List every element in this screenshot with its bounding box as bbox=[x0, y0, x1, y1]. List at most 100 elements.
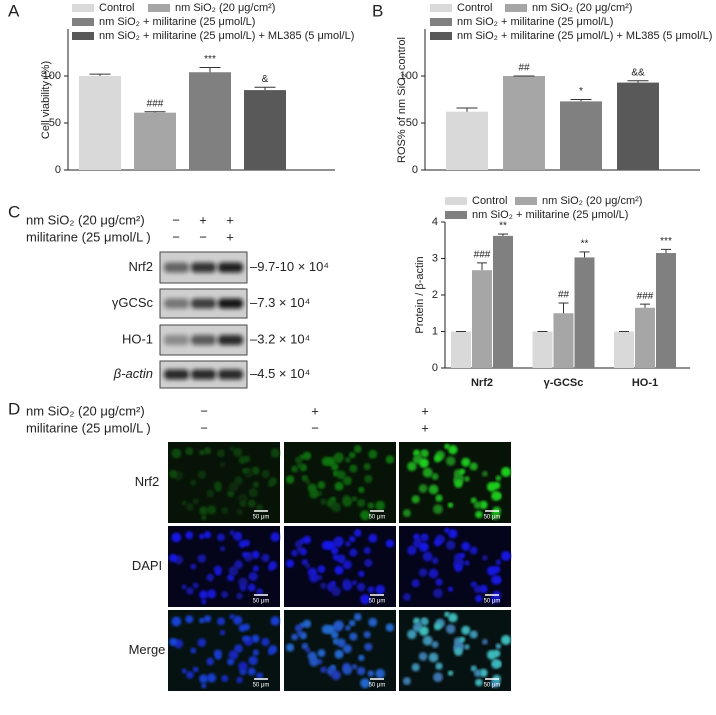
nucleus bbox=[475, 678, 483, 687]
nucleus bbox=[171, 616, 182, 627]
bar bbox=[614, 331, 634, 368]
nucleus bbox=[435, 494, 443, 502]
band bbox=[164, 369, 189, 380]
band-size: –3.2 × 10⁴ bbox=[250, 331, 310, 346]
legend-label: nm SiO₂ (20 μg/cm²) bbox=[542, 195, 642, 207]
nucleus bbox=[199, 617, 205, 624]
nucleus bbox=[447, 670, 454, 676]
legend-swatch bbox=[148, 4, 170, 12]
nucleus bbox=[407, 545, 417, 556]
nucleus bbox=[217, 449, 225, 458]
band bbox=[191, 298, 216, 309]
nucleus bbox=[475, 510, 483, 519]
treatment-sign: + bbox=[421, 420, 429, 435]
nucleus bbox=[431, 641, 439, 648]
nucleus bbox=[326, 457, 336, 467]
treatment-sign: − bbox=[172, 212, 180, 227]
nucleus bbox=[285, 559, 295, 568]
nucleus bbox=[219, 629, 226, 636]
nucleus bbox=[238, 624, 247, 632]
nucleus bbox=[473, 669, 482, 677]
annotation: && bbox=[631, 67, 645, 78]
nucleus bbox=[433, 588, 443, 599]
nucleus bbox=[411, 663, 420, 672]
nucleus bbox=[248, 655, 258, 666]
nucleus bbox=[349, 632, 358, 641]
nucleus bbox=[252, 565, 259, 572]
nucleus bbox=[261, 469, 270, 479]
cells bbox=[169, 613, 280, 689]
band-label: HO-1 bbox=[122, 331, 153, 346]
legend-swatch bbox=[72, 4, 94, 12]
nucleus bbox=[495, 643, 502, 649]
nucleus bbox=[416, 538, 423, 544]
x-tick-label: Nrf2 bbox=[471, 377, 493, 389]
nucleus bbox=[433, 538, 442, 547]
nucleus bbox=[185, 615, 194, 624]
legend-label: nm SiO₂ + militarine (25 μmol/L) + ML385… bbox=[99, 30, 354, 42]
nucleus bbox=[479, 584, 488, 594]
annotation: ** bbox=[499, 221, 507, 232]
nucleus bbox=[238, 456, 247, 464]
cells bbox=[402, 611, 511, 688]
nucleus bbox=[203, 615, 212, 623]
nucleus bbox=[385, 455, 395, 464]
nucleus bbox=[238, 577, 248, 588]
nucleus bbox=[464, 476, 470, 482]
nucleus bbox=[368, 617, 378, 627]
nucleus bbox=[422, 551, 433, 562]
band bbox=[191, 369, 216, 380]
nucleus bbox=[256, 504, 264, 512]
nucleus bbox=[239, 500, 247, 508]
nucleus bbox=[351, 664, 358, 670]
nucleus bbox=[342, 476, 352, 486]
legend-swatch bbox=[515, 197, 537, 205]
nucleus bbox=[320, 582, 327, 589]
nucleus bbox=[285, 475, 295, 484]
nucleus bbox=[454, 563, 463, 572]
nucleus bbox=[228, 482, 239, 492]
y-tick-label: 0 bbox=[412, 164, 418, 176]
nucleus bbox=[360, 678, 371, 689]
nucleus bbox=[368, 449, 378, 459]
band bbox=[218, 369, 243, 380]
nucleus bbox=[190, 647, 197, 654]
scale-bar-label: 50 μm bbox=[369, 515, 386, 521]
nucleus bbox=[238, 493, 248, 504]
legend-swatch bbox=[72, 18, 94, 26]
nucleus bbox=[447, 502, 454, 508]
legend-label: Control bbox=[99, 2, 134, 14]
nucleus bbox=[239, 584, 247, 592]
nucleus bbox=[190, 563, 197, 570]
nucleus bbox=[305, 563, 311, 569]
bar bbox=[560, 101, 602, 170]
nucleus bbox=[353, 445, 362, 453]
legend-swatch bbox=[445, 197, 467, 205]
nucleus bbox=[206, 489, 215, 498]
nucleus bbox=[475, 594, 483, 603]
nucleus bbox=[464, 644, 470, 650]
y-axis-label: Protein / β-actin bbox=[414, 256, 426, 333]
nucleus bbox=[445, 540, 456, 550]
annotation: ### bbox=[147, 98, 164, 109]
panel-letter: D bbox=[8, 399, 20, 418]
cells bbox=[169, 445, 280, 521]
band bbox=[164, 335, 189, 345]
nucleus bbox=[435, 578, 443, 586]
legend-swatch bbox=[72, 32, 94, 40]
treatment-label: militarine (25 μmol/L ) bbox=[26, 420, 151, 435]
nucleus bbox=[252, 481, 259, 488]
nucleus bbox=[469, 630, 478, 639]
scale-bar-label: 50 μm bbox=[253, 599, 270, 605]
nucleus bbox=[186, 671, 194, 679]
x-tick-label: HO-1 bbox=[632, 377, 658, 389]
nucleus bbox=[336, 638, 346, 648]
nucleus bbox=[459, 468, 466, 475]
treatment-sign: + bbox=[226, 229, 234, 244]
nucleus bbox=[342, 580, 353, 591]
nucleus bbox=[367, 586, 375, 593]
nucleus bbox=[229, 445, 235, 452]
nucleus bbox=[227, 490, 235, 498]
nucleus bbox=[181, 500, 187, 506]
